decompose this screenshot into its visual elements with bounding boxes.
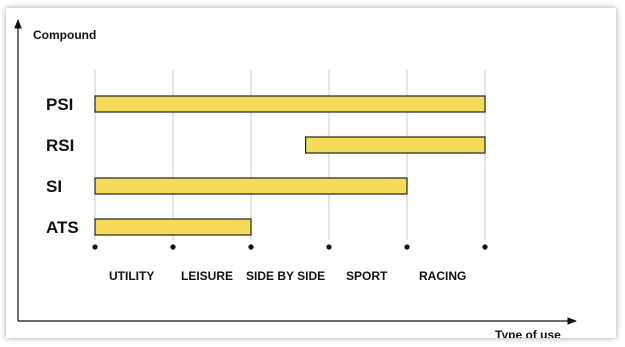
tick-dot bbox=[326, 244, 332, 250]
compound-use-chart: Compound Type of use PSI RSI SI ATS UTILITY… bbox=[14, 19, 577, 338]
x-label-sport: SPORT bbox=[346, 269, 388, 283]
bars bbox=[94, 95, 486, 236]
x-label-side-by-side: SIDE BY SIDE bbox=[246, 269, 325, 283]
bar-rsi bbox=[305, 136, 486, 154]
tick-dot bbox=[404, 244, 410, 250]
tick-dot bbox=[248, 244, 254, 250]
row-label-ats: ATS bbox=[46, 218, 79, 237]
x-tick-labels: UTILITY LEISURE SIDE BY SIDE SPORT RACING bbox=[109, 269, 466, 283]
x-label-leisure: LEISURE bbox=[181, 269, 233, 283]
row-label-rsi: RSI bbox=[46, 136, 74, 155]
x-ticks bbox=[92, 244, 488, 250]
tick-dot bbox=[92, 244, 98, 250]
tick-dot bbox=[170, 244, 176, 250]
chart-frame: Compound Type of use PSI RSI SI ATS UTILITY… bbox=[6, 8, 616, 338]
row-label-psi: PSI bbox=[46, 95, 73, 114]
bar-psi bbox=[94, 95, 486, 113]
tick-dot bbox=[482, 244, 488, 250]
x-label-racing: RACING bbox=[419, 269, 466, 283]
x-axis-title: Type of use bbox=[495, 328, 561, 338]
row-label-si: SI bbox=[46, 177, 62, 196]
x-label-utility: UTILITY bbox=[109, 269, 154, 283]
row-labels: PSI RSI SI ATS bbox=[46, 95, 79, 237]
bar-si bbox=[94, 177, 408, 195]
y-axis-title: Compound bbox=[33, 28, 96, 42]
bar-ats bbox=[94, 218, 252, 236]
